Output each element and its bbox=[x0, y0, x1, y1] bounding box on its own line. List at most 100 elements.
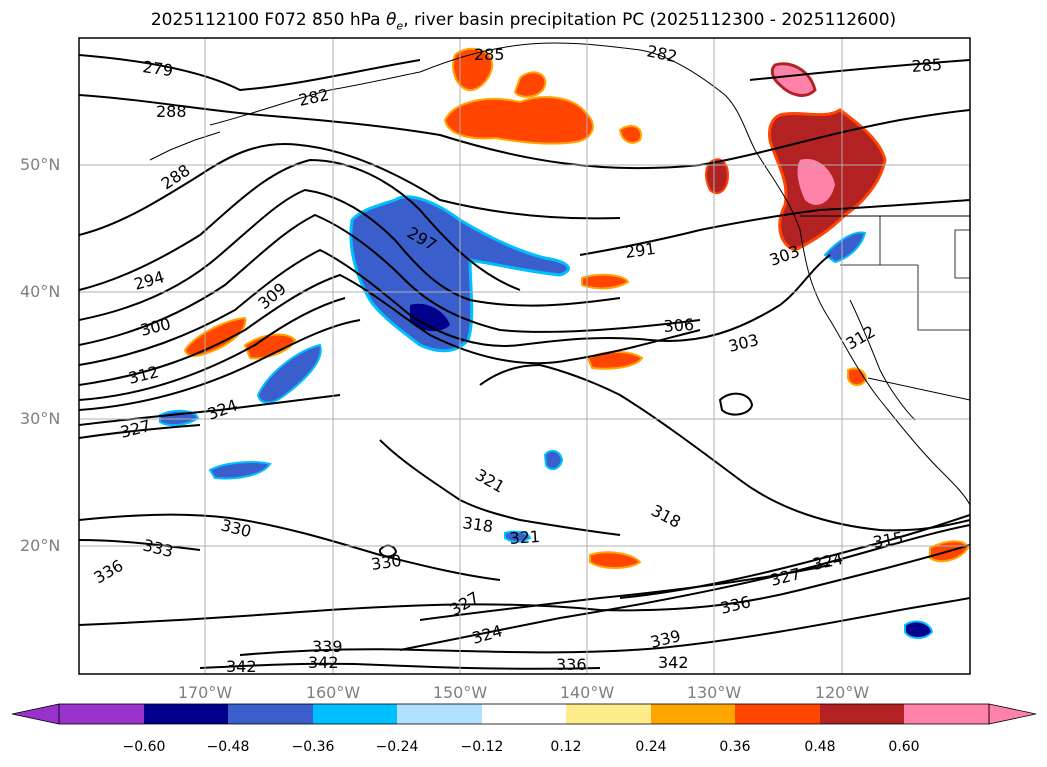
neg-patch-sub bbox=[504, 530, 532, 543]
contour-label: 336 bbox=[718, 592, 752, 618]
precip-patch-4 bbox=[581, 273, 630, 290]
precip-patch-coast-bc-core bbox=[797, 158, 835, 205]
contour-327 bbox=[79, 424, 201, 439]
contour-312 bbox=[79, 319, 361, 411]
lon-label-120w: 120°W bbox=[814, 683, 870, 702]
colorbar-bin-0 bbox=[59, 704, 144, 724]
colorbar-tick-label: −0.48 bbox=[206, 739, 250, 755]
contour-324-b bbox=[399, 524, 970, 651]
contour-303 bbox=[79, 248, 831, 366]
contour-321 bbox=[379, 439, 621, 536]
colorbar bbox=[11, 703, 1037, 725]
contour-336 bbox=[79, 544, 970, 626]
coastline-baja bbox=[849, 299, 916, 421]
contour-324 bbox=[79, 394, 341, 426]
contour-label: 291 bbox=[624, 239, 657, 262]
contour-label: 309 bbox=[254, 279, 290, 313]
contour-label: 318 bbox=[461, 513, 494, 536]
figure-title: 2025112100 F072 850 hPa θe, river basin … bbox=[150, 10, 897, 33]
contour-label: 327 bbox=[768, 564, 802, 590]
contour-label: 312 bbox=[843, 322, 879, 354]
contour-label: 342 bbox=[658, 653, 689, 672]
lat-label-50n: 50°N bbox=[20, 155, 61, 174]
contour-label: 282 bbox=[645, 41, 679, 66]
colorbar-tick-label: 0.36 bbox=[719, 739, 751, 755]
precip-patch-north-1 bbox=[452, 47, 494, 92]
colorbar-tick-label: −0.24 bbox=[375, 739, 419, 755]
coastline-alaska bbox=[209, 42, 970, 506]
contour-291 bbox=[579, 199, 970, 256]
colorbar-bin-2 bbox=[228, 704, 313, 724]
contour-306 bbox=[79, 273, 701, 386]
contour-label: 318 bbox=[648, 501, 684, 532]
contour-label: 282 bbox=[297, 85, 331, 110]
colorbar-bin-1 bbox=[144, 704, 228, 724]
lon-label-160w: 160°W bbox=[305, 683, 361, 702]
lon-label-150w: 150°W bbox=[432, 683, 488, 702]
contour-label: 321 bbox=[472, 465, 508, 497]
neg-patch-central-core bbox=[410, 303, 450, 332]
contour-label: 315 bbox=[871, 528, 904, 552]
contour-330 bbox=[79, 513, 501, 581]
lon-label-140w: 140°W bbox=[559, 683, 615, 702]
colorbar-bin-7 bbox=[651, 704, 735, 724]
contour-label: 342 bbox=[308, 653, 339, 672]
border-us-mexico bbox=[867, 377, 970, 401]
contour-342 bbox=[199, 662, 601, 670]
contour-label: 330 bbox=[370, 551, 403, 574]
contour-label: 285 bbox=[911, 55, 943, 76]
colorbar-arrow-left bbox=[11, 703, 60, 725]
colorbar-tick-label: −0.60 bbox=[122, 739, 166, 755]
contour-label: 306 bbox=[663, 315, 695, 336]
colorbar-arrow-right bbox=[988, 703, 1037, 725]
contour-label: 312 bbox=[126, 362, 160, 388]
lat-label-20n: 20°N bbox=[20, 536, 61, 555]
lat-label-40n: 40°N bbox=[20, 282, 61, 301]
contour-309 bbox=[79, 297, 346, 401]
contour-297 bbox=[79, 188, 621, 321]
colorbar-bin-6 bbox=[566, 704, 651, 724]
colorbar-tick-label: −0.36 bbox=[291, 739, 335, 755]
contour-label: 321 bbox=[509, 527, 541, 548]
colorbar-bin-10 bbox=[904, 704, 989, 724]
colorbar-bin-9 bbox=[820, 704, 904, 724]
colorbar-bin-5 bbox=[482, 704, 566, 724]
colorbar-bin-8 bbox=[735, 704, 820, 724]
contour-label: 330 bbox=[219, 515, 253, 541]
colorbar-tick-label: 0.48 bbox=[804, 739, 836, 755]
colorbar-tick-label: 0.60 bbox=[888, 739, 920, 755]
contour-339 bbox=[239, 597, 970, 656]
contour-closed-1 bbox=[718, 392, 754, 416]
contour-label: 339 bbox=[648, 626, 682, 652]
precip-patch-east-pac bbox=[589, 551, 642, 569]
contour-294 bbox=[79, 158, 521, 291]
contour-label: 324 bbox=[205, 395, 240, 423]
precip-patch-west-2 bbox=[243, 333, 297, 360]
state-borders bbox=[840, 216, 970, 331]
contour-label: 303 bbox=[726, 330, 760, 356]
lon-label-170w: 170°W bbox=[177, 683, 233, 702]
precip-patch-3 bbox=[618, 124, 642, 144]
contour-label: 285 bbox=[474, 45, 505, 64]
colorbar-tick-label: 0.24 bbox=[635, 739, 667, 755]
lon-label-130w: 130°W bbox=[686, 683, 742, 702]
map-frame bbox=[78, 37, 971, 675]
neg-patch-se bbox=[904, 620, 934, 639]
coastlines bbox=[149, 42, 970, 506]
neg-patch-coast-us bbox=[823, 231, 867, 264]
contour-label: 339 bbox=[312, 637, 343, 656]
contour-318 bbox=[479, 363, 970, 532]
colorbar-bin-3 bbox=[313, 704, 397, 724]
colorbar-tick-label: 0.12 bbox=[550, 739, 582, 755]
precip-patch-island bbox=[704, 158, 730, 195]
contour-279 bbox=[79, 54, 421, 92]
precip-positive-shading bbox=[183, 47, 970, 569]
contour-label: 288 bbox=[156, 102, 187, 121]
contour-label: 279 bbox=[141, 57, 174, 80]
contour-288-b bbox=[79, 143, 621, 236]
contour-label: 324 bbox=[811, 549, 845, 574]
precip-patch-gulf-alaska bbox=[443, 96, 594, 145]
precip-patch-west-1 bbox=[183, 316, 247, 357]
contour-label: 333 bbox=[141, 535, 175, 561]
contour-label: 303 bbox=[767, 241, 802, 269]
